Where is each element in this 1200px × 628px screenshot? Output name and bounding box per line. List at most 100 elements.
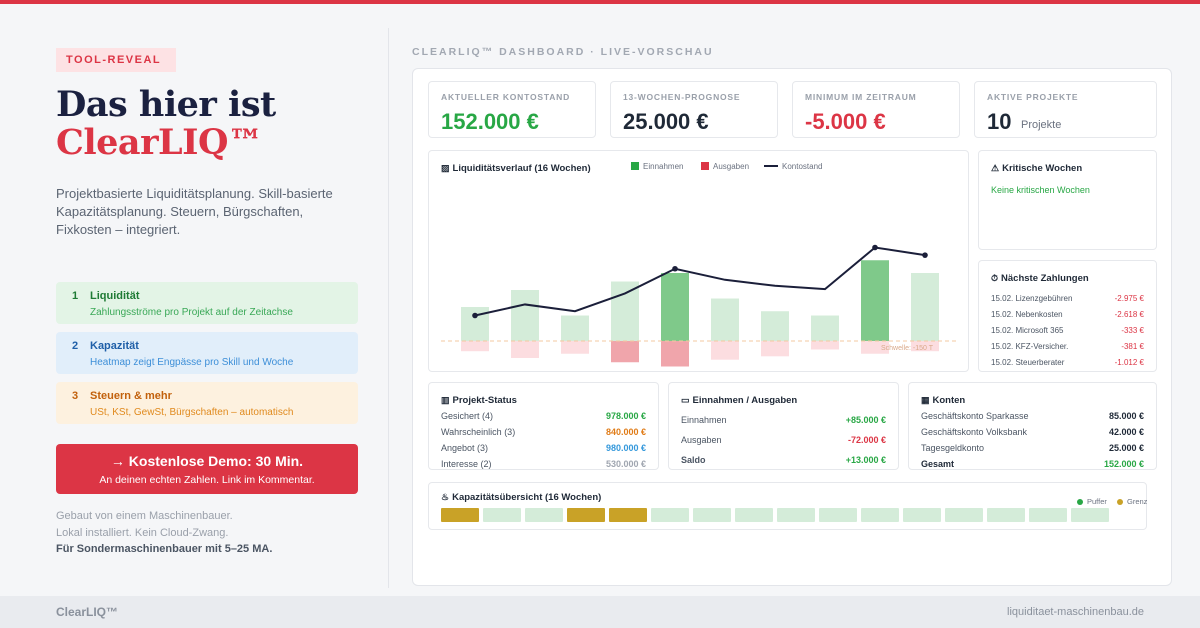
ein-row: Einnahmen +85.000 €: [681, 415, 886, 425]
kap-legend-puffer: Puffer: [1077, 497, 1107, 506]
payment-label: 15.02. Microsoft 365: [991, 326, 1064, 335]
legend-ausgaben: Ausgaben: [701, 162, 749, 171]
kapazitaet-cell: [693, 508, 731, 522]
payment-row: 15.02. Nebenkosten -2.618 €: [991, 310, 1144, 319]
bar-chart-icon: ▥: [441, 395, 450, 405]
kpi-minimum: MINIMUM IM ZEITRAUM -5.000 €: [792, 81, 960, 138]
einnahmen-bar: [861, 260, 889, 341]
ausgaben-bar: [511, 341, 539, 358]
ausgaben-bar: [461, 341, 489, 352]
demo-cta-button[interactable]: → Kostenlose Demo: 30 Min. An deinen ech…: [56, 444, 358, 494]
payment-value: -2.618 €: [1114, 310, 1144, 319]
kap-legend-grenz: Grenz: [1117, 497, 1147, 506]
kritisch-text: Keine kritischen Wochen: [991, 185, 1090, 195]
payment-value: -1.012 €: [1114, 358, 1144, 367]
konto-value: 85.000 €: [1108, 411, 1144, 421]
ein-label: Ausgaben: [681, 435, 722, 445]
projekt-row: Angebot (3) 980.000 €: [441, 443, 646, 453]
kpi-value: 152.000 €: [441, 109, 539, 134]
konto-label: Geschäftskonto Volksbank: [921, 427, 1028, 437]
konto-value: 42.000 €: [1108, 427, 1144, 437]
ein-label: Einnahmen: [681, 415, 727, 425]
kapazitaet-cell: [609, 508, 647, 522]
kpi-label: AKTUELLER KONTOSTAND: [441, 92, 571, 102]
feature-subtitle: USt, KSt, GewSt, Bürgschaften – automati…: [90, 407, 294, 418]
konto-row: Gesamt 152.000 €: [921, 459, 1144, 469]
feature-steuern: 3 Steuern & mehr USt, KSt, GewSt, Bürgsc…: [56, 382, 358, 424]
feature-title: Kapazität: [90, 340, 139, 352]
card-title: ▦ Konten: [921, 395, 965, 406]
kpi-value: 10: [987, 109, 1012, 134]
bottom-url[interactable]: liquiditaet-maschinenbau.de: [1007, 606, 1144, 618]
description: Projektbasierte Liquiditätsplanung. Skil…: [56, 186, 333, 237]
headline-brand: ClearLIQ™: [56, 122, 263, 163]
konto-row: Geschäftskonto Sparkasse 85.000 €: [921, 411, 1144, 421]
cta-subtitle: An deinen echten Zahlen. Link im Komment…: [99, 474, 315, 486]
schwelle-label: Schwelle: -150 T: [881, 345, 934, 352]
kapazitaet-cell: [1029, 508, 1067, 522]
kontostand-line: [474, 246, 926, 317]
kapazitaet-cell: [483, 508, 521, 522]
card-title-text: Einnahmen / Ausgaben: [692, 395, 798, 406]
ausgaben-bar: [661, 341, 689, 367]
card-title: ⏱ Nächste Zahlungen: [991, 273, 1089, 284]
tool-reveal-tag: TOOL-REVEAL: [56, 48, 176, 72]
top-accent-bar: [0, 0, 1200, 4]
legend-einnahmen: Einnahmen: [631, 162, 683, 171]
kpi-label: MINIMUM IM ZEITRAUM: [805, 92, 917, 102]
card-title: ⚠ Kritische Wochen: [991, 163, 1082, 174]
projekt-status-card: ▥ Projekt-Status Gesichert (4) 978.000 € W…: [428, 382, 659, 470]
ein-row: Ausgaben -72.000 €: [681, 435, 886, 445]
payment-row: 15.02. Lizenzgebühren -2.975 €: [991, 294, 1144, 303]
konto-row: Tagesgeldkonto 25.000 €: [921, 443, 1144, 453]
kapazitaet-cell: [735, 508, 773, 522]
card-title-text: Kapazitätsübersicht (16 Wochen): [452, 492, 602, 503]
card-title-text: Kritische Wochen: [1002, 163, 1083, 174]
payment-value: -381 €: [1121, 342, 1144, 351]
projekt-row: Interesse (2) 530.000 €: [441, 459, 646, 469]
kpi-value: 25.000 €: [623, 109, 709, 134]
payment-row: 15.02. KFZ-Versicher. -381 €: [991, 342, 1144, 351]
projekt-value: 978.000 €: [605, 411, 646, 421]
dashboard-panel: AKTUELLER KONTOSTAND 152.000 € 13-WOCHEN…: [412, 68, 1172, 586]
ausgaben-bar: [761, 341, 789, 357]
konto-value: 25.000 €: [1108, 443, 1144, 453]
kapazitaet-cell: [819, 508, 857, 522]
ein-row: Saldo +13.000 €: [681, 455, 886, 465]
footer-line-3: Für Sondermaschinenbauer mit 5–25 MA.: [56, 543, 273, 555]
liquidity-chart-card: ▨ Liquiditätsverlauf (16 Wochen) Einnahme…: [428, 150, 969, 372]
projekt-label: Interesse (2): [441, 459, 492, 469]
payment-label: 15.02. Lizenzgebühren: [991, 294, 1073, 303]
konto-label: Geschäftskonto Sparkasse: [921, 411, 1029, 421]
legend-swatch: [631, 162, 639, 170]
konto-value: 152.000 €: [1103, 459, 1144, 469]
card-title-text: Nächste Zahlungen: [1001, 273, 1089, 284]
kapazitaet-cell: [987, 508, 1025, 522]
kpi-unit: Projekte: [1021, 119, 1062, 131]
projekt-value: 980.000 €: [605, 443, 646, 453]
payment-row: 15.02. Microsoft 365 -333 €: [991, 326, 1144, 335]
ein-value: +85.000 €: [845, 415, 886, 425]
dashboard-header: CLEARLIQ™ DASHBOARD · LIVE-VORSCHAU: [412, 46, 714, 58]
card-title: ▥ Projekt-Status: [441, 395, 517, 406]
kapazitaet-cell: [1071, 508, 1109, 522]
kontostand-point: [872, 244, 878, 251]
kpi-value: -5.000 €: [805, 109, 886, 134]
einnahmen-ausgaben-card: ▭ Einnahmen / Ausgaben Einnahmen +85.000 €…: [668, 382, 899, 470]
kapazitaet-cell: [945, 508, 983, 522]
footer-line-2: Lokal installiert. Kein Cloud-Zwang.: [56, 527, 229, 539]
konto-label: Gesamt: [921, 459, 955, 469]
einnahmen-bar: [911, 273, 939, 341]
headline-line-1: Das hier ist: [56, 84, 276, 125]
legend-label: Grenz: [1127, 497, 1147, 506]
kpi-prognose: 13-WOCHEN-PROGNOSE 25.000 €: [610, 81, 778, 138]
kpi-label: AKTIVE PROJEKTE: [987, 92, 1079, 102]
ein-label: Saldo: [681, 455, 706, 465]
kapazitaet-cell: [567, 508, 605, 522]
footer-line-1: Gebaut von einem Maschinenbauer.: [56, 510, 233, 522]
projekt-label: Angebot (3): [441, 443, 489, 453]
ausgaben-bar: [861, 341, 889, 354]
timer-icon: ⏱: [991, 273, 999, 283]
einnahmen-bar: [711, 298, 739, 341]
kontostand-point: [472, 312, 478, 319]
